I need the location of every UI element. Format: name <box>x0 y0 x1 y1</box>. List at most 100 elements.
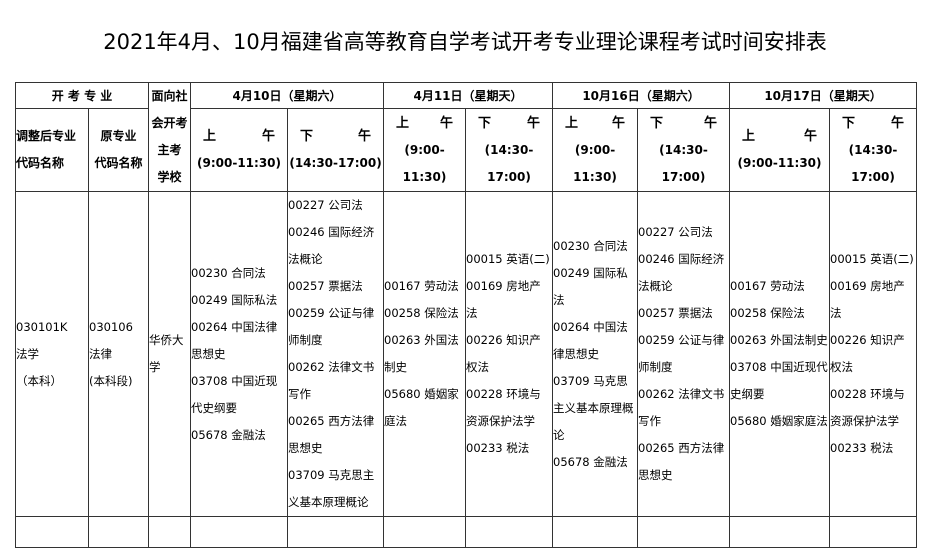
next-row-cell <box>287 516 385 548</box>
course-item: 00015 英语(二) <box>466 252 550 266</box>
next-row-cell <box>829 516 918 548</box>
new-major-level: （本科） <box>16 373 63 388</box>
old-major-cell: 030106 法律 (本科段) <box>87 191 150 517</box>
course-item: 00262 法律文书写作 <box>288 360 375 401</box>
page-title: 2021年4月、10月福建省高等教育自学考试开考专业理论课程考试时间安排表 <box>103 30 827 54</box>
am-label: 上午 <box>554 110 637 137</box>
session-courses: 00167 劳动法 00258 保险法 00263 外国法制史 03708 中国近现代… <box>729 191 831 517</box>
pm-label: 下午 <box>639 110 729 137</box>
label-char: 午 <box>804 129 818 145</box>
header-line: 原专业 <box>100 129 137 144</box>
date-header-4: 10月17日（星期天） <box>729 81 918 110</box>
course-item: 00249 国际私法 <box>553 265 628 307</box>
session-time: (14:30-17:00) <box>289 156 382 171</box>
pm-label: 下午 <box>831 110 916 137</box>
next-row-cell <box>148 516 192 548</box>
next-row-cell <box>383 516 467 548</box>
course-item: 00249 国际私法 <box>191 292 278 307</box>
session-courses: 00230 合同法 00249 国际私法 00264 中国法律思想史 03709 马克… <box>552 191 639 517</box>
session-time: (9:00- <box>574 142 616 157</box>
session-header: 上午 (9:00- 11:30) <box>383 108 467 192</box>
course-item: 00230 合同法 <box>553 238 628 253</box>
major-group-header: 开 考 专 业 <box>14 81 150 110</box>
label-char: 下 <box>842 115 856 131</box>
label-char: 午 <box>704 115 718 131</box>
label-char: 午 <box>891 115 905 131</box>
course-item: 00167 劳动法 <box>384 279 459 293</box>
am-label: 上午 <box>731 123 829 150</box>
course-item: 00265 西方法律思想史 <box>288 414 375 455</box>
course-item: 05680 婚姻家庭法 <box>730 414 828 428</box>
next-row-cell <box>190 516 289 548</box>
course-item: 00230 合同法 <box>191 265 266 280</box>
course-item: 00258 保险法 <box>730 306 805 320</box>
course-item: 00263 外国法制史 <box>384 333 459 374</box>
session-courses: 00227 公司法 00246 国际经济法概论 00257 票据法 00259 公证与… <box>287 191 385 517</box>
session-time: 11:30) <box>402 169 447 184</box>
label-char: 下 <box>478 115 492 131</box>
course-item: 03709 马克思主义基本原理概论 <box>288 468 375 509</box>
course-item: 00228 环境与资源保护法学 <box>466 387 541 428</box>
next-row-cell <box>729 516 831 548</box>
course-item: 00264 中国法律思想史 <box>553 319 628 361</box>
course-item: 00257 票据法 <box>288 279 363 293</box>
course-item: 03709 马克思主义基本原理概论 <box>553 373 634 442</box>
session-time: (9:00- <box>404 142 445 157</box>
new-major-name: 法学 <box>16 346 40 361</box>
session-header: 上午 (9:00-11:30) <box>190 108 289 192</box>
course-item: 00226 知识产权法 <box>830 333 905 374</box>
label-char: 上 <box>396 115 410 131</box>
course-item: 03708 中国近现代史纲要 <box>191 373 278 415</box>
course-item: 00265 西方法律思想史 <box>638 441 725 482</box>
header-line: 代码名称 <box>94 156 143 171</box>
label-char: 上 <box>203 129 217 145</box>
session-time: (9:00-11:30) <box>737 156 822 171</box>
new-major-cell: 030101K 法学 （本科） <box>15 191 89 517</box>
pm-label: 下午 <box>467 110 552 137</box>
old-major-code: 030106 <box>89 319 133 334</box>
new-major-code: 030101K <box>16 319 68 334</box>
header-line: 调整后专业 <box>16 129 77 144</box>
label-char: 上 <box>742 129 756 145</box>
course-item: 05680 婚姻家庭法 <box>384 387 459 428</box>
am-label: 上午 <box>385 110 465 137</box>
next-row-cell <box>637 516 731 548</box>
session-courses: 00015 英语(二) 00169 房地产法 00226 知识产权法 00228 环境… <box>465 191 554 517</box>
course-item: 00262 法律文书写作 <box>638 387 725 428</box>
label-char: 下 <box>300 129 314 145</box>
session-courses: 00015 英语(二) 00169 房地产法 00226 知识产权法 00228 环境… <box>829 191 918 517</box>
session-time: 17:00) <box>487 169 531 184</box>
session-courses: 00167 劳动法 00258 保险法 00263 外国法制史 05680 婚姻家庭法 <box>383 191 467 517</box>
course-item: 00169 房地产法 <box>830 279 905 320</box>
course-item: 00015 英语(二) <box>830 252 914 266</box>
pm-label: 下午 <box>289 123 383 150</box>
course-item: 05678 金融法 <box>191 427 266 442</box>
next-row-cell <box>552 516 639 548</box>
session-courses: 00227 公司法 00246 国际经济法概论 00257 票据法 00259 公证与… <box>637 191 731 517</box>
course-item: 00264 中国法律思想史 <box>191 319 278 361</box>
course-item: 00227 公司法 <box>288 198 363 212</box>
course-item: 00169 房地产法 <box>466 279 541 320</box>
school-header-line: 面向社 <box>151 89 188 103</box>
course-item: 00258 保险法 <box>384 306 459 320</box>
next-row-cell <box>15 516 89 548</box>
course-item: 00228 环境与资源保护法学 <box>830 387 905 428</box>
session-time: 17:00) <box>851 169 895 184</box>
course-item: 00257 票据法 <box>638 306 713 320</box>
next-row-cell <box>465 516 554 548</box>
session-time: (9:00-11:30) <box>197 156 282 171</box>
next-row-cell <box>87 516 150 548</box>
date-header-1: 4月10日（星期六） <box>190 81 385 110</box>
label-char: 午 <box>527 115 541 131</box>
course-item: 00263 外国法制史 <box>730 333 828 347</box>
school-header: 面向社 会开考 主考 学校 <box>148 82 192 192</box>
course-item: 00167 劳动法 <box>730 279 805 293</box>
am-label: 上午 <box>192 123 287 150</box>
session-time: 11:30) <box>573 169 617 184</box>
new-major-header: 调整后专业 代码名称 <box>15 108 89 192</box>
session-header: 下午(14:30-17:00) <box>465 108 554 192</box>
label-char: 午 <box>358 129 372 145</box>
school-header-line: 会开考 <box>151 116 188 130</box>
school-cell: 华侨大学 <box>148 191 192 517</box>
old-major-header: 原专业 代码名称 <box>87 108 150 192</box>
